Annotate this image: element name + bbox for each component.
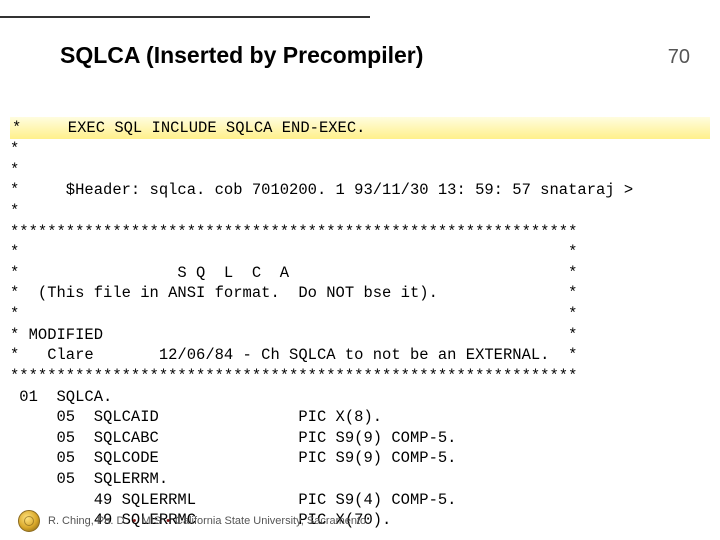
code-line: ****************************************… [10, 223, 577, 241]
code-line: * [10, 161, 19, 179]
footer: R. Ching, Ph. D. • MIS • California Stat… [18, 510, 366, 532]
code-line: * * [10, 243, 577, 261]
code-line: * (This file in ANSI format. Do NOT bse … [10, 284, 577, 302]
code-line: 01 SQLCA. [10, 388, 112, 406]
code-line: * * [10, 305, 577, 323]
code-line: * [10, 202, 19, 220]
footer-org: California State University, Sacramento [175, 515, 366, 527]
footer-text: R. Ching, Ph. D. • MIS • California Stat… [48, 515, 366, 527]
top-rule [0, 16, 370, 18]
bullet-icon: • [164, 515, 172, 527]
slide-title: SQLCA (Inserted by Precompiler) [60, 42, 423, 69]
code-line-highlight: * EXEC SQL INCLUDE SQLCA END-EXEC. [10, 117, 710, 140]
code-line: 05 SQLCODE PIC S9(9) COMP-5. [10, 449, 456, 467]
footer-author: R. Ching, Ph. D. [48, 515, 127, 527]
bullet-icon: • [131, 515, 139, 527]
code-block: * EXEC SQL INCLUDE SQLCA END-EXEC.* * * … [10, 96, 710, 531]
code-line: * MODIFIED * [10, 326, 577, 344]
footer-dept: MIS [141, 515, 161, 527]
code-line: ****************************************… [10, 367, 577, 385]
code-line: * $Header: sqlca. cob 7010200. 1 93/11/3… [10, 181, 633, 199]
slide-number: 70 [668, 46, 690, 69]
code-line: 05 SQLCAID PIC X(8). [10, 408, 382, 426]
code-line: * [10, 140, 19, 158]
code-line: 05 SQLCABC PIC S9(9) COMP-5. [10, 429, 456, 447]
code-line: 49 SQLERRML PIC S9(4) COMP-5. [10, 491, 456, 509]
code-line: * S Q L C A * [10, 264, 577, 282]
code-line: * Clare 12/06/84 - Ch SQLCA to not be an… [10, 346, 577, 364]
seal-icon [18, 510, 40, 532]
code-line: 05 SQLERRM. [10, 470, 168, 488]
title-row: SQLCA (Inserted by Precompiler) 70 [60, 42, 690, 69]
